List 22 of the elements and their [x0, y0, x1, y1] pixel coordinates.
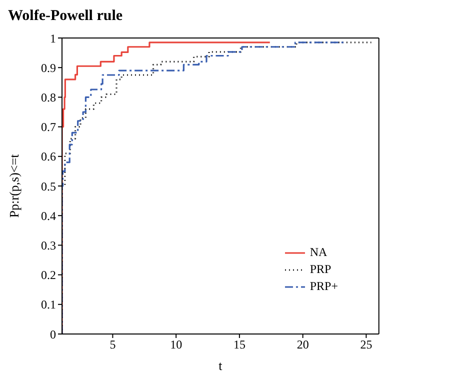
- x-tick-label: 5: [110, 338, 116, 352]
- legend-label: PRP: [310, 262, 332, 277]
- legend-label: PRP+: [310, 279, 338, 294]
- y-tick-label: 0.9: [41, 60, 56, 75]
- legend-label: NA: [310, 245, 328, 260]
- y-tick-label: 0.5: [41, 179, 56, 194]
- x-tick-label: 20: [296, 338, 309, 352]
- y-tick-label: 0.8: [41, 90, 56, 104]
- y-tick-label: 0: [50, 327, 56, 342]
- x-axis-title: t: [218, 358, 223, 373]
- y-tick-label: 0.2: [41, 268, 56, 282]
- y-tick-label: 0.7: [41, 120, 56, 134]
- y-tick-label: 0.1: [41, 298, 56, 312]
- x-tick-label: 25: [360, 338, 372, 352]
- x-tick-label: 10: [170, 338, 182, 352]
- y-tick-label: 0.3: [41, 238, 56, 252]
- y-tick-label: 1: [50, 31, 56, 46]
- chart-title: Wolfe-Powell rule: [8, 8, 124, 25]
- y-tick-label: 0.6: [41, 150, 56, 164]
- x-tick-label: 15: [233, 338, 246, 352]
- y-axis-title: Pp:r(p,s)<=t: [6, 154, 22, 218]
- y-tick-label: 0.4: [41, 208, 56, 223]
